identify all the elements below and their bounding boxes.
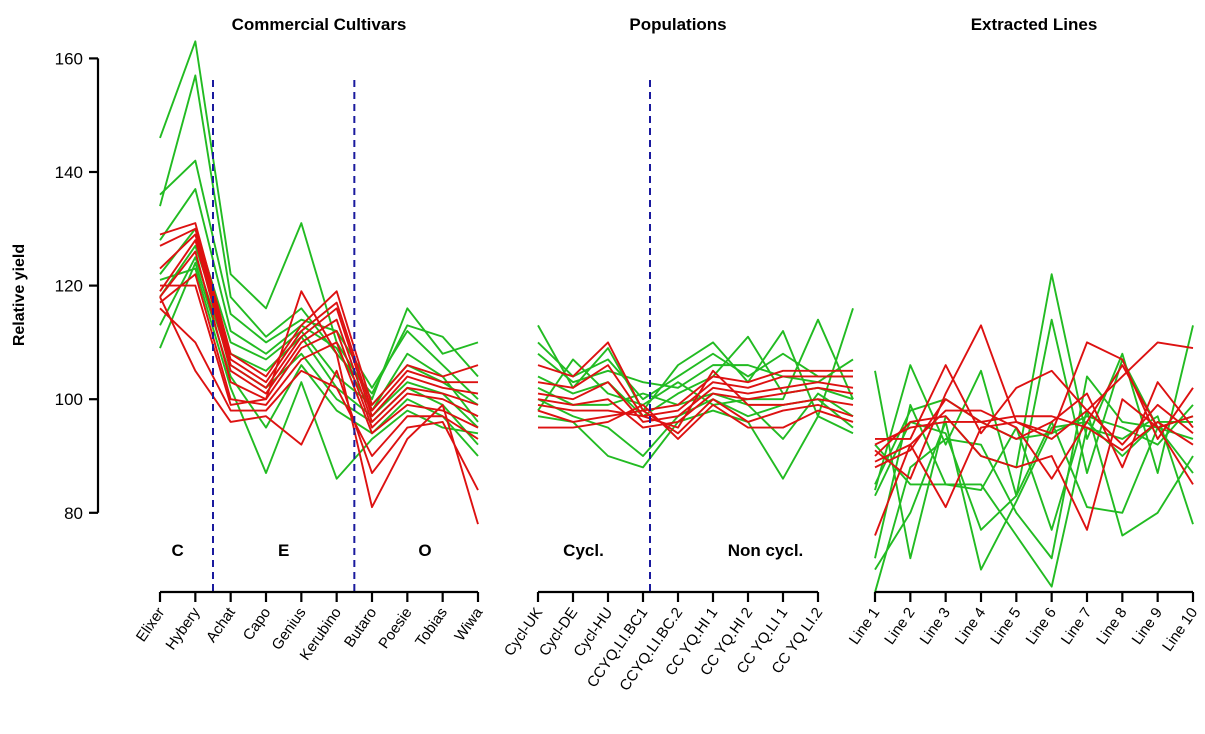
x-tick-label: Line 6	[1023, 605, 1060, 648]
x-tick-label: Line 5	[987, 605, 1024, 648]
y-tick-label: 80	[64, 504, 83, 523]
y-tick-label: 160	[55, 49, 83, 68]
y-tick-label: 100	[55, 390, 83, 409]
series-line-red	[159, 307, 479, 457]
series-line-red	[159, 227, 478, 412]
x-tick-label: Line 1	[846, 605, 883, 648]
series-line-red	[875, 341, 1194, 440]
series-line-red	[537, 369, 854, 429]
series-line-green	[159, 261, 479, 457]
series-line-red	[874, 403, 1194, 536]
series-line-red	[537, 381, 854, 423]
series-line-red	[537, 398, 854, 435]
x-tick-label: Wiwa	[451, 604, 486, 644]
x-tick-label: Poesie	[375, 605, 415, 652]
series-line-red	[874, 324, 1194, 480]
x-tick-label: Line 8	[1093, 605, 1130, 648]
series-line-red	[159, 239, 479, 423]
group-label: Non cycl.	[728, 541, 804, 560]
series-line-green	[874, 403, 1194, 559]
x-tick-label: Capo	[240, 605, 274, 644]
x-tick-label: Elixer	[133, 605, 168, 645]
x-tick-label: Achat	[203, 604, 239, 646]
series-line-red	[537, 386, 854, 429]
series-line-red	[537, 341, 853, 412]
panel-title: Extracted Lines	[971, 15, 1098, 34]
x-tick-label: Line 4	[952, 605, 989, 648]
series-line-green	[159, 40, 479, 401]
x-tick-label: Hybery	[162, 604, 203, 653]
series-line-red	[874, 398, 1194, 531]
panel-title: Populations	[629, 15, 726, 34]
series-line-red	[159, 250, 479, 429]
series-line-red	[538, 403, 854, 440]
series-line-green	[874, 420, 1193, 571]
x-tick-label: Line 9	[1129, 605, 1166, 648]
panel-title: Commercial Cultivars	[232, 15, 407, 34]
series-line-green	[874, 415, 1194, 588]
y-axis-label: Relative yield	[11, 244, 28, 346]
x-tick-label: Line 3	[917, 605, 954, 648]
y-axis: 80 100 120 140 160	[55, 49, 100, 523]
x-tick-label: Butaro	[341, 605, 380, 651]
series-line-green	[874, 318, 1194, 497]
y-tick-label: 140	[55, 163, 83, 182]
group-label: Cycl.	[563, 541, 604, 560]
group-label: O	[418, 541, 431, 560]
group-label: E	[278, 541, 289, 560]
series-line-green	[159, 267, 479, 480]
x-tick-label: Tobias	[412, 605, 451, 650]
x-tick-label: Line 10	[1159, 605, 1201, 655]
x-tick-label: Line 2	[881, 605, 918, 648]
series-line-red	[874, 415, 1194, 452]
series-line-red	[537, 364, 853, 418]
x-tick-label: Line 7	[1058, 605, 1095, 648]
y-tick-label: 120	[55, 277, 83, 296]
series-line-green	[537, 341, 853, 401]
group-label: C	[172, 541, 184, 560]
series-line-red	[874, 364, 1194, 485]
